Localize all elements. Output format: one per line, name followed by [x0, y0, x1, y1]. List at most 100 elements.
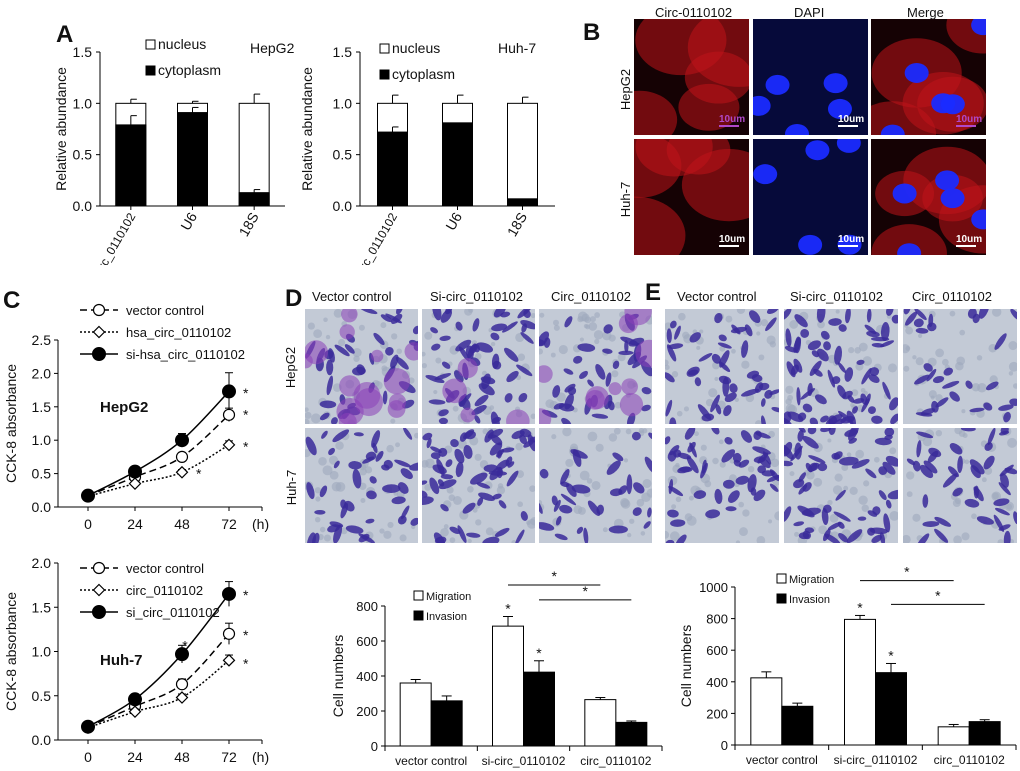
- stained-cell: [964, 498, 980, 508]
- x-tick-label: circ_0110102: [934, 753, 1005, 767]
- membrane-pore: [313, 329, 323, 339]
- x-tick-label: vector control: [395, 754, 467, 768]
- membrane-pore: [971, 513, 977, 520]
- data-point: [222, 438, 236, 452]
- legend-swatch: [413, 610, 424, 621]
- stained-cell: [889, 397, 898, 411]
- bar-invasion: [523, 671, 555, 747]
- stained-cell: [705, 509, 721, 519]
- significance-star: *: [935, 587, 941, 603]
- series-line: [87, 659, 230, 729]
- stained-cell: [518, 392, 528, 403]
- stained-cell: [496, 448, 505, 458]
- scale-bar-label: 10um: [956, 234, 982, 245]
- stained-cell: [491, 416, 502, 424]
- membrane-pore: [991, 491, 1001, 502]
- membrane-pore: [625, 428, 632, 435]
- data-point: [175, 691, 189, 704]
- stained-cell: [498, 500, 507, 509]
- stained-cell-cluster: [370, 349, 384, 363]
- membrane-pore: [756, 331, 761, 336]
- membrane-pore: [997, 539, 1004, 543]
- membrane-pore: [671, 371, 679, 378]
- stained-cell: [838, 456, 859, 466]
- stained-cell: [382, 390, 388, 405]
- bar-migration: [844, 618, 876, 746]
- stained-cell: [1000, 428, 1009, 435]
- membrane-pore: [553, 319, 560, 326]
- x-unit-label: (h): [252, 749, 269, 765]
- cell-cytoplasm: [871, 224, 947, 255]
- panel-d-col-label: Circ_0110102: [551, 289, 631, 304]
- bar-migration: [750, 677, 783, 746]
- stained-cell: [641, 404, 651, 412]
- legend-label: si_circ_0110102: [126, 605, 220, 620]
- significance-star: *: [888, 647, 894, 663]
- stained-cell: [648, 432, 652, 440]
- membrane-pore: [861, 504, 869, 512]
- cell-cytoplasm: [678, 83, 740, 131]
- stained-cell: [385, 346, 394, 356]
- legend-label: Invasion: [789, 594, 830, 606]
- x-tick-label: vector control: [746, 753, 818, 767]
- membrane-pore: [553, 324, 560, 331]
- membrane-pore: [360, 498, 366, 504]
- membrane-pore: [953, 535, 962, 543]
- stained-cell: [410, 517, 418, 526]
- stained-cell: [465, 345, 474, 360]
- stained-cell: [757, 465, 766, 474]
- stained-cell: [331, 417, 338, 424]
- membrane-pore: [827, 499, 833, 506]
- stained-cell: [827, 369, 836, 388]
- stained-cell: [710, 394, 720, 413]
- stained-cell: [943, 367, 954, 376]
- cell-nucleus: [897, 243, 922, 255]
- series-line: [87, 390, 230, 497]
- y-tick-label: 1.5: [32, 399, 52, 415]
- stained-cell: [612, 452, 624, 462]
- stained-cell: [620, 336, 639, 346]
- stained-cell: [784, 460, 794, 467]
- stained-cell: [684, 428, 696, 440]
- stained-cell: [472, 318, 480, 332]
- bar-cytoplasm: [507, 198, 538, 207]
- stained-cell: [403, 428, 413, 440]
- membrane-pore: [411, 524, 416, 530]
- fluorescence-image: 10um: [634, 139, 749, 255]
- stained-cell: [516, 364, 533, 377]
- stained-cell: [539, 522, 555, 531]
- stained-cell: [798, 532, 810, 540]
- y-axis-label: Relative abundance: [300, 67, 315, 191]
- membrane-pore: [991, 309, 1002, 317]
- stained-cell: [870, 336, 890, 342]
- data-point: [81, 488, 95, 503]
- panel-letter-e: E: [645, 279, 661, 306]
- stained-cell: [871, 415, 883, 424]
- stained-cell: [994, 333, 1007, 350]
- membrane-pore: [422, 351, 426, 357]
- transwell-invasion-image-image: [903, 309, 1017, 424]
- membrane-pore: [629, 518, 635, 524]
- stained-cell: [741, 388, 760, 397]
- stained-cell: [618, 485, 628, 495]
- membrane-pore: [496, 486, 506, 495]
- membrane-pore: [935, 348, 945, 358]
- stained-cell: [890, 413, 898, 424]
- membrane-pore: [464, 309, 473, 316]
- cell-nucleus: [940, 188, 965, 209]
- stained-cell: [923, 460, 938, 474]
- stained-cell: [587, 500, 601, 516]
- x-tick-label: 24: [127, 516, 143, 532]
- stained-cell: [970, 465, 981, 479]
- stained-cell: [753, 430, 762, 440]
- bar-cytoplasm: [177, 112, 208, 207]
- membrane-pore: [719, 461, 726, 468]
- stained-cell: [823, 341, 831, 351]
- membrane-pore: [323, 317, 328, 323]
- stained-cell: [632, 507, 642, 516]
- stained-cell: [397, 482, 409, 494]
- membrane-pore: [789, 320, 799, 329]
- stained-cell: [969, 407, 985, 413]
- scale-bar-label: 10um: [719, 234, 745, 245]
- membrane-pore: [942, 358, 949, 366]
